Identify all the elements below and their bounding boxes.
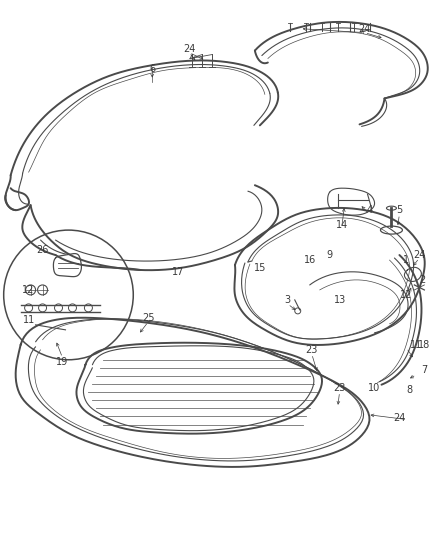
- Text: 8: 8: [406, 385, 413, 394]
- Text: 24: 24: [413, 250, 426, 260]
- Text: 5: 5: [396, 205, 403, 215]
- Text: 7: 7: [421, 365, 427, 375]
- Text: 23: 23: [333, 383, 346, 393]
- Text: 17: 17: [172, 267, 184, 277]
- Text: 4: 4: [367, 205, 373, 215]
- Text: 26: 26: [36, 245, 49, 255]
- Text: 10: 10: [368, 383, 381, 393]
- Text: 15: 15: [254, 263, 266, 273]
- Text: 25: 25: [142, 313, 155, 323]
- Text: 3: 3: [285, 295, 291, 305]
- Text: 23: 23: [306, 345, 318, 355]
- Text: 24: 24: [393, 413, 406, 423]
- Text: 6: 6: [149, 63, 155, 74]
- Text: 2: 2: [419, 275, 425, 285]
- Text: 11: 11: [410, 340, 423, 350]
- Text: 9: 9: [327, 250, 333, 260]
- Text: 24: 24: [183, 44, 195, 54]
- Text: 14: 14: [336, 220, 348, 230]
- Text: 18: 18: [418, 340, 431, 350]
- Text: 16: 16: [304, 255, 316, 265]
- Text: 12: 12: [400, 290, 413, 300]
- Text: 1: 1: [403, 255, 410, 265]
- Text: 19: 19: [57, 357, 69, 367]
- Text: 11: 11: [22, 315, 35, 325]
- Text: 12: 12: [22, 285, 35, 295]
- Text: 24: 24: [358, 23, 371, 34]
- Text: 13: 13: [333, 295, 346, 305]
